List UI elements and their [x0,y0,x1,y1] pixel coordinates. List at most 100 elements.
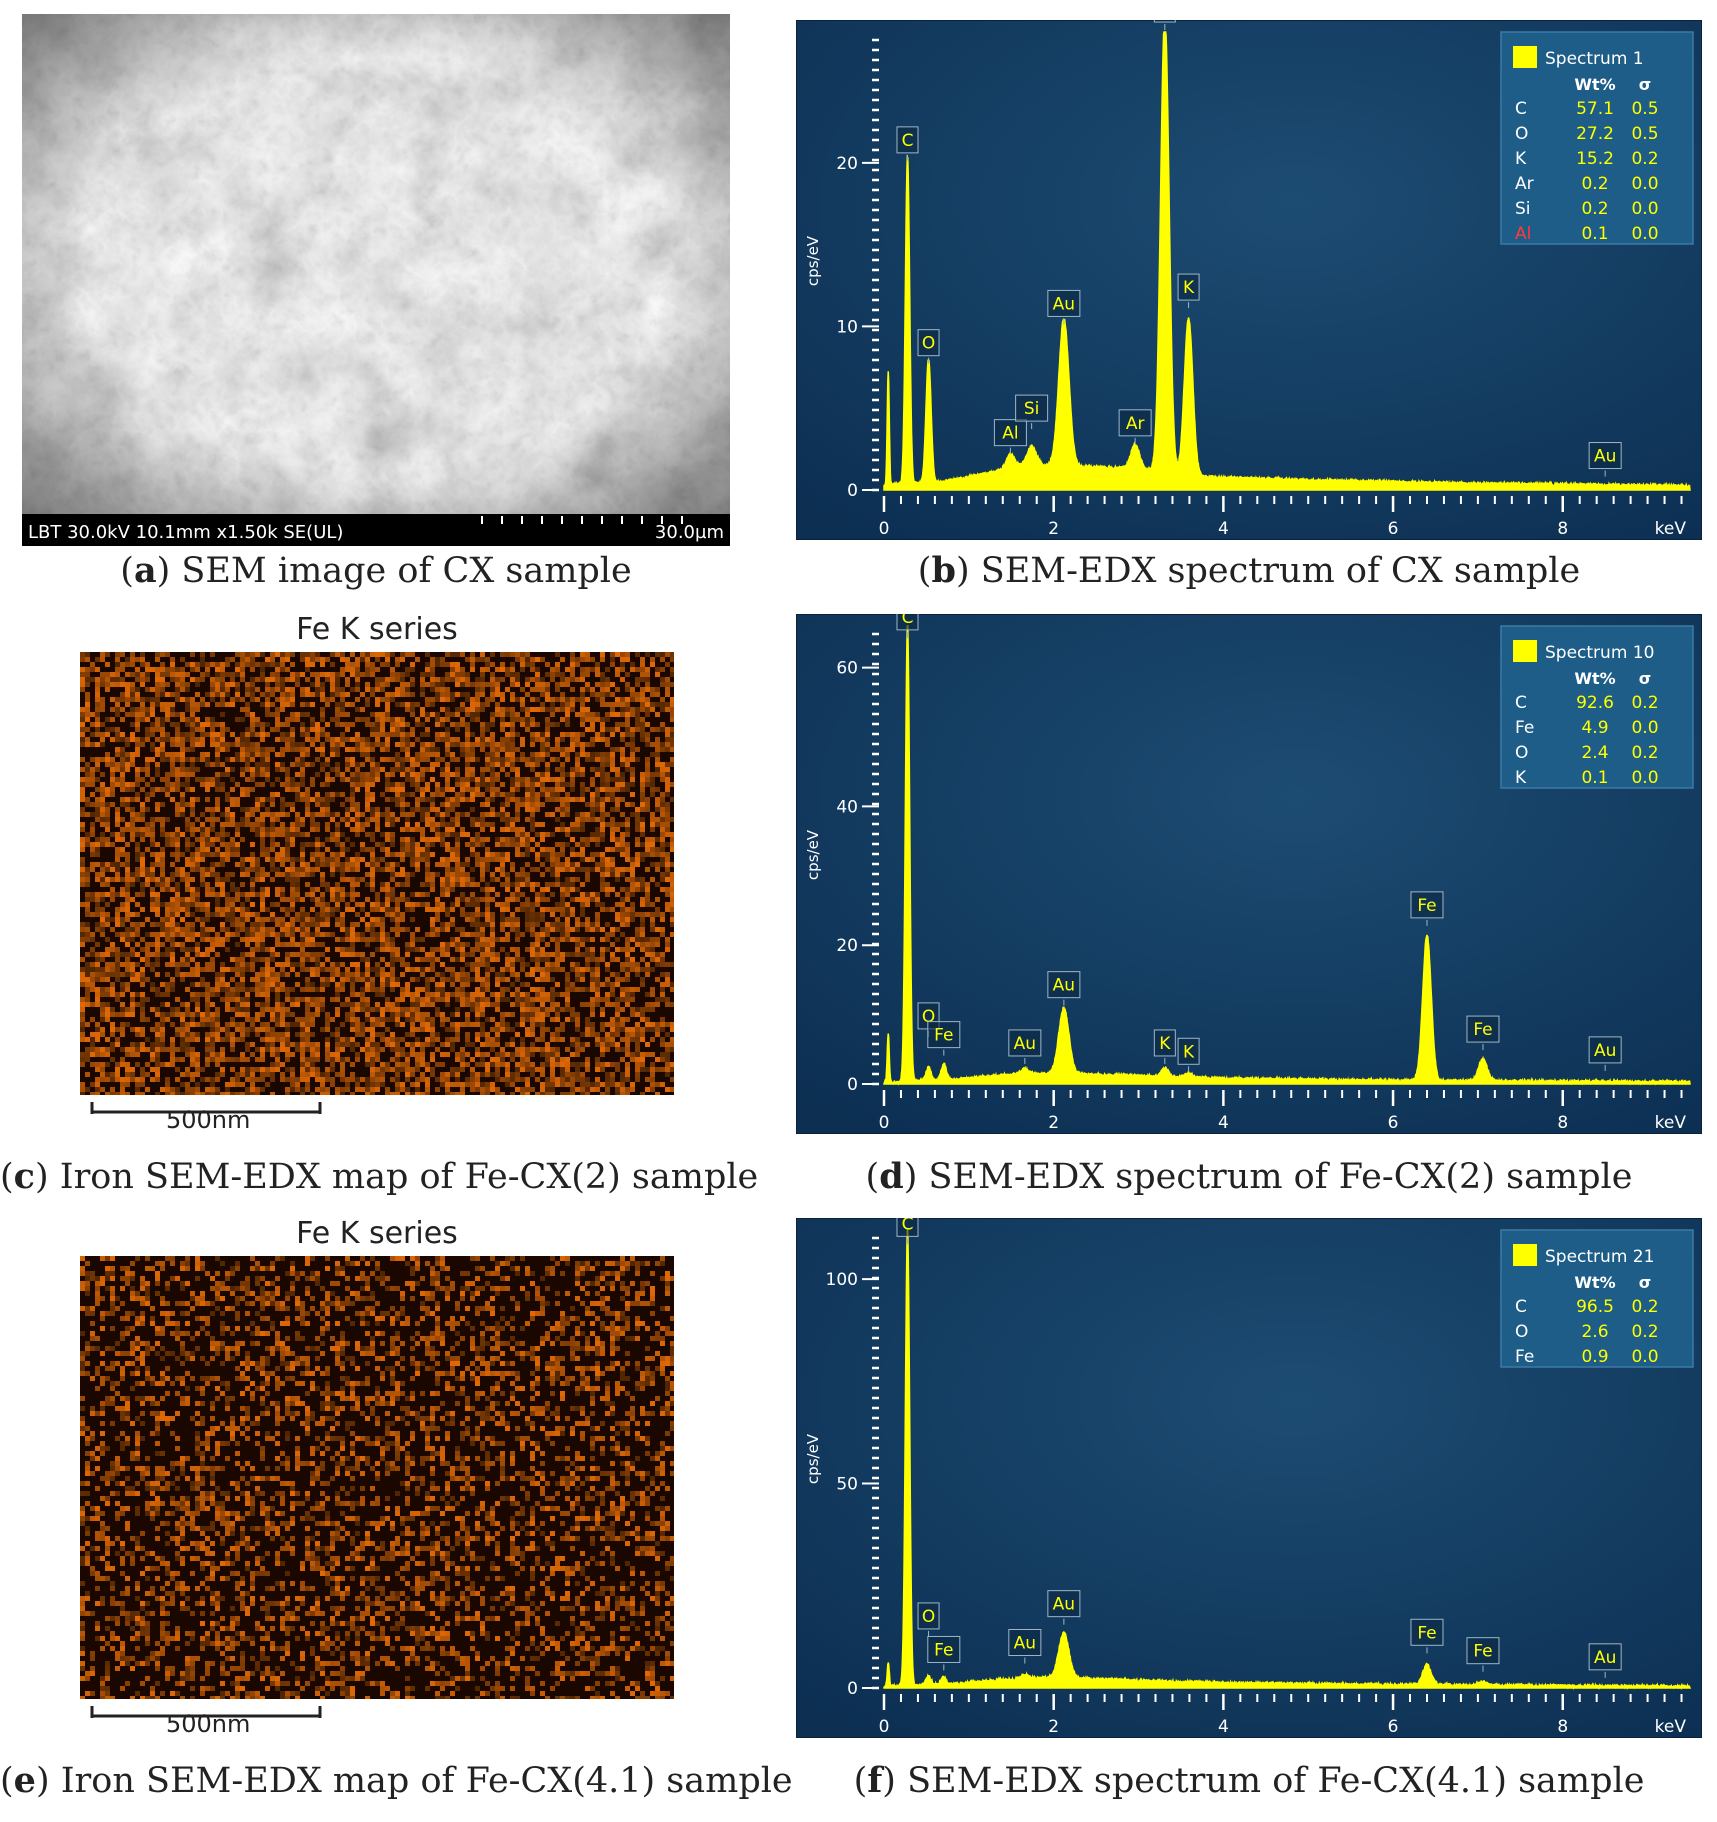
map-pixel [110,927,115,932]
map-pixel [320,707,325,712]
map-pixel [320,712,325,717]
map-pixel [290,872,295,877]
map-pixel [345,677,350,682]
map-pixel [470,917,475,922]
map-pixel [145,712,150,717]
map-pixel [300,872,305,877]
map-pixel [330,897,335,902]
map-pixel [295,787,300,792]
map-pixel [470,847,475,852]
map-pixel [120,952,125,957]
map-pixel [215,777,220,782]
map-pixel [650,942,655,947]
map-pixel [535,957,540,962]
map-pixel [665,792,670,797]
map-pixel [505,887,510,892]
map-pixel [620,962,625,967]
map-title-c: Fe K series [296,612,458,647]
map-pixel [515,717,520,722]
map-pixel [565,927,570,932]
map-pixel [510,672,515,677]
map-pixel [120,922,125,927]
map-pixel [445,927,450,932]
map-pixel [385,887,390,892]
map-pixel [245,857,250,862]
map-pixel [595,797,600,802]
map-pixel [260,887,265,892]
map-pixel [510,917,515,922]
map-pixel [475,822,480,827]
map-pixel [330,862,335,867]
map-pixel [465,747,470,752]
map-pixel [435,677,440,682]
map-pixel [235,932,240,937]
map-pixel [210,692,215,697]
map-pixel [165,902,170,907]
map-pixel [480,727,485,732]
map-pixel [345,737,350,742]
map-pixel [610,777,615,782]
map-pixel [155,857,160,862]
map-pixel [450,667,455,672]
map-pixel [170,902,175,907]
map-pixel [625,897,630,902]
map-pixel [640,677,645,682]
map-pixel [310,822,315,827]
map-pixel [95,667,100,672]
map-pixel [555,817,560,822]
map-pixel [430,792,435,797]
map-pixel [255,662,260,667]
map-pixel [80,652,85,657]
map-pixel [515,732,520,737]
map-pixel [540,852,545,857]
legend-element: K [1515,149,1527,169]
map-pixel [530,732,535,737]
map-pixel [120,797,125,802]
map-pixel [505,667,510,672]
map-pixel [510,722,515,727]
map-pixel [595,927,600,932]
map-pixel [410,712,415,717]
map-pixel [150,967,155,972]
map-pixel [155,892,160,897]
map-pixel [505,967,510,972]
map-pixel [110,862,115,867]
map-pixel [460,882,465,887]
map-pixel [640,947,645,952]
map-pixel [160,827,165,832]
map-pixel [315,857,320,862]
map-pixel [205,717,210,722]
map-pixel [375,972,380,977]
map-pixel [410,872,415,877]
map-pixel [645,687,650,692]
map-pixel [405,837,410,842]
map-pixel [385,942,390,947]
map-pixel [190,972,195,977]
map-pixel [175,772,180,777]
map-pixel [120,917,125,922]
map-pixel [560,867,565,872]
map-pixel [455,947,460,952]
map-pixel [565,902,570,907]
map-pixel [130,827,135,832]
map-pixel [500,757,505,762]
map-pixel [315,972,320,977]
map-pixel [90,712,95,717]
map-pixel [300,917,305,922]
map-pixel [415,772,420,777]
map-pixel [180,742,185,747]
map-pixel [655,757,660,762]
map-pixel [575,867,580,872]
map-pixel [130,922,135,927]
map-pixel [220,852,225,857]
map-pixel [350,662,355,667]
map-pixel [260,652,265,657]
map-pixel [535,697,540,702]
map-pixel [505,902,510,907]
map-pixel [425,787,430,792]
map-pixel [510,757,515,762]
map-pixel [105,877,110,882]
map-pixel [470,807,475,812]
map-pixel [470,822,475,827]
map-pixel [495,702,500,707]
